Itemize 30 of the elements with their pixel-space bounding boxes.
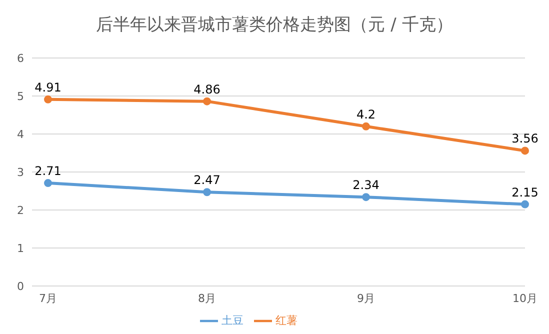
data-label: 2.47 xyxy=(194,173,220,188)
legend-label: 土豆 xyxy=(222,314,244,328)
data-label: 3.56 xyxy=(512,132,538,146)
point xyxy=(521,146,529,155)
y-tick-label: 1 xyxy=(17,242,24,255)
x-tick-label: 9月 xyxy=(357,292,375,305)
y-tick-label: 0 xyxy=(17,280,24,293)
data-label: 2.15 xyxy=(512,185,538,200)
y-tick-label: 5 xyxy=(17,90,24,103)
x-tick-label: 7月 xyxy=(39,292,57,305)
point xyxy=(203,188,211,196)
y-tick-label: 2 xyxy=(17,204,24,217)
data-label: 2.34 xyxy=(352,178,380,192)
chart-title: 后半年以来晋城市薯类价格走势图（元 / 千克） xyxy=(95,14,454,37)
x-tick-label: 8月 xyxy=(198,292,216,305)
point xyxy=(362,193,370,202)
point xyxy=(203,97,211,106)
point xyxy=(44,95,52,104)
point xyxy=(521,200,529,208)
y-tick-label: 4 xyxy=(17,128,24,141)
data-label: 4.2 xyxy=(356,107,376,122)
data-label: 4.86 xyxy=(194,82,220,96)
point xyxy=(44,179,52,188)
y-tick-label: 3 xyxy=(17,166,24,179)
point xyxy=(362,122,370,130)
legend-label: 红薯 xyxy=(276,314,298,328)
data-label: 4.91 xyxy=(34,80,62,94)
x-tick-label: 10月 xyxy=(512,292,538,305)
data-label: 2.71 xyxy=(34,164,62,178)
y-tick-label: 6 xyxy=(17,52,24,65)
